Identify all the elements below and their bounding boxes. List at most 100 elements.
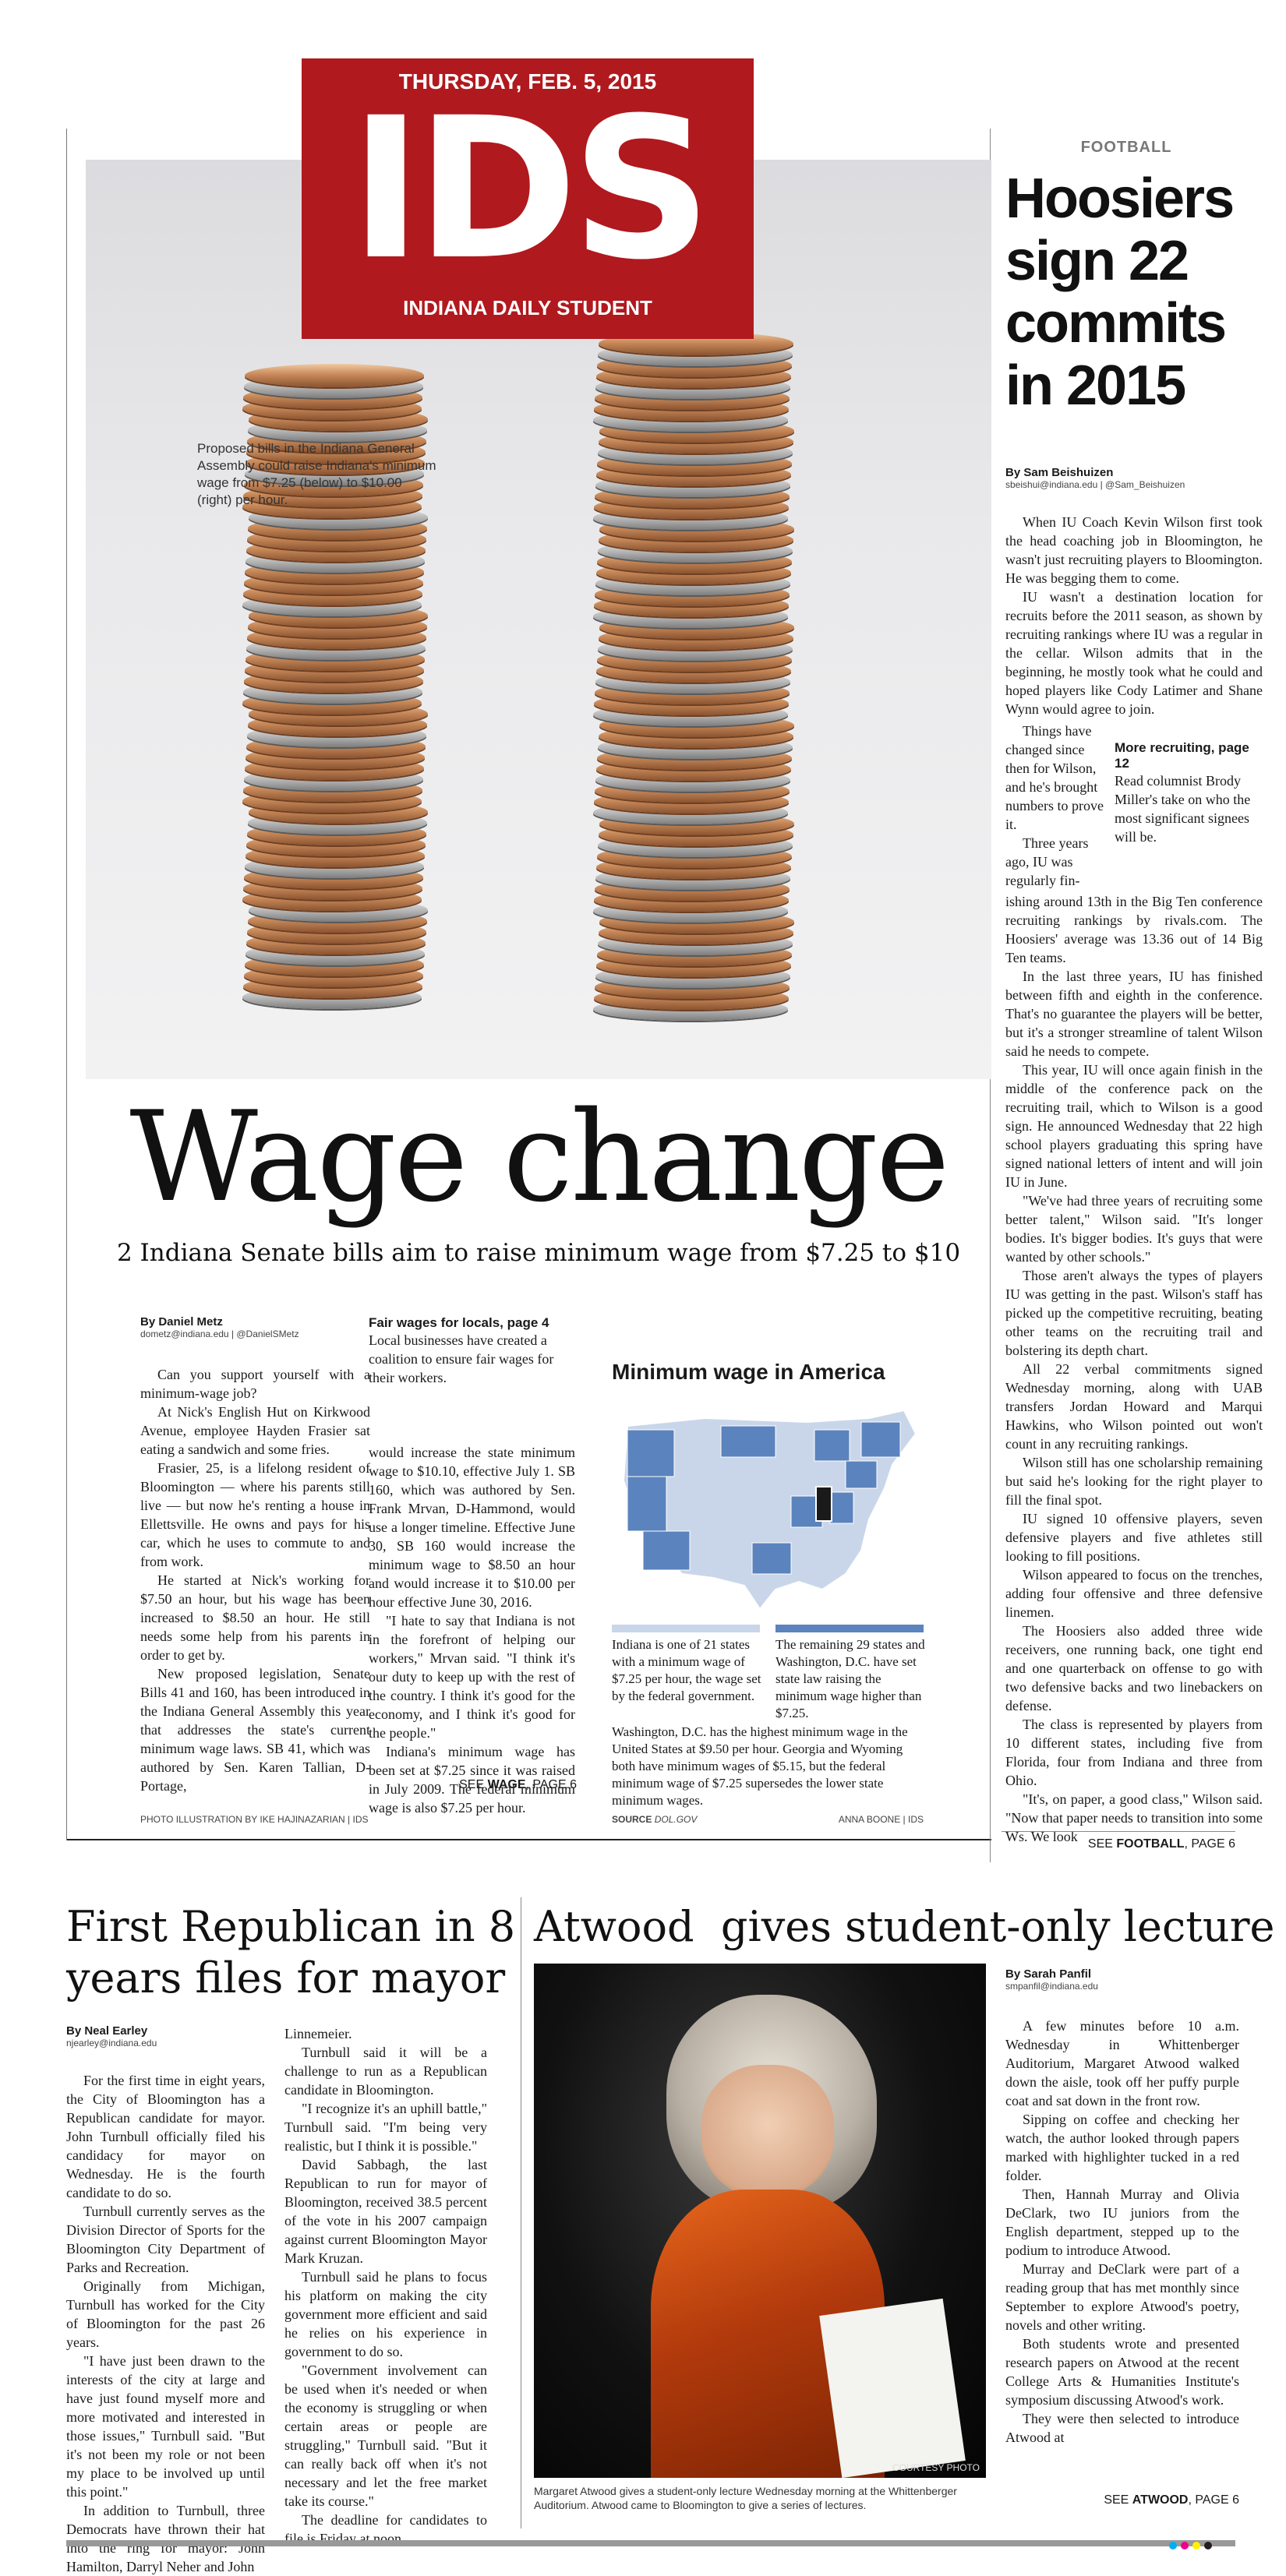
source-value: DOL.GOV <box>655 1814 698 1825</box>
see-wage-jump[interactable]: SEE WAGE, PAGE 6 <box>436 1778 577 1792</box>
sidebar-title-text: Minimum wage in America <box>612 1360 924 1385</box>
mayor-paragraph: Turnbull said he plans to focus his plat… <box>284 2267 487 2361</box>
promo-title: Fair wages for locals, page 4 <box>369 1315 575 1331</box>
state-higher-wage <box>627 1477 666 1531</box>
football-headline: Hoosiers sign 22 commits in 2015 <box>1005 168 1263 417</box>
atwood-photo: COURTESY PHOTO <box>534 1964 986 2478</box>
state-higher-wage <box>643 1531 690 1570</box>
lead-paragraph: At Nick's English Hut on Kirkwood Avenue… <box>140 1403 370 1459</box>
football-paragraph: Wilson appeared to focus on the trenches… <box>1005 1565 1263 1621</box>
see-suffix: , PAGE 6 <box>525 1778 577 1791</box>
state-higher-wage <box>721 1426 775 1457</box>
football-byline-name: By Sam Beishuizen <box>1005 466 1263 479</box>
atwood-paragraph: A few minutes before 10 a.m. Wednesday i… <box>1005 2017 1239 2110</box>
see-prefix: SEE <box>459 1778 484 1791</box>
atwood-byline-contact: smpanfil@indiana.edu <box>1005 1981 1239 1992</box>
football-paragraph: ishing around 13th in the Big Ten confer… <box>1005 892 1263 967</box>
sidebar-credit: ANNA BOONE | IDS <box>779 1814 924 1825</box>
state-higher-wage <box>846 1461 877 1488</box>
lead-byline-name: By Daniel Metz <box>140 1315 370 1329</box>
football-paragraph: This year, IU will once again finish in … <box>1005 1060 1263 1191</box>
lead-paragraph: He started at Nick's working for $7.50 a… <box>140 1571 370 1664</box>
masthead-name: INDIANA DAILY STUDENT <box>302 296 754 320</box>
legend-dark-text: The remaining 29 states and Washington, … <box>775 1636 927 1722</box>
legend-light-text: Indiana is one of 21 states with a minim… <box>612 1636 764 1705</box>
see-suffix: , PAGE 6 <box>1188 2493 1239 2507</box>
state-higher-wage <box>830 1492 853 1523</box>
football-paragraph: Those aren't always the types of players… <box>1005 1266 1263 1360</box>
state-higher-wage <box>814 1430 850 1461</box>
see-keyword: FOOTBALL <box>1116 1837 1184 1851</box>
more-recruiting-promo[interactable]: More recruiting, page 12 Read columnist … <box>1115 740 1263 846</box>
atwood-headline: Atwood gives student-only lecture <box>534 1901 1243 1953</box>
lead-paragraph: Frasier, 25, is a lifelong resident of B… <box>140 1459 370 1571</box>
see-prefix: SEE <box>1104 2493 1129 2507</box>
promo-text: Read columnist Brody Miller's take on wh… <box>1115 771 1263 846</box>
lead-deck: 2 Indiana Senate bills aim to raise mini… <box>86 1239 991 1267</box>
atwood-body: A few minutes before 10 a.m. Wednesday i… <box>1005 2017 1239 2447</box>
promo-text: Local businesses have created a coalitio… <box>369 1331 575 1387</box>
football-paragraph: IU signed 10 offensive players, seven de… <box>1005 1509 1263 1565</box>
lead-column-2: would increase the state minimum wage to… <box>369 1443 575 1817</box>
atwood-paragraph: They were then selected to introduce Atw… <box>1005 2409 1239 2447</box>
masthead-logo: IDS <box>302 96 754 283</box>
football-paragraph: Things have changed since then for Wilso… <box>1005 722 1107 834</box>
atwood-paragraph: Both students wrote and presented resear… <box>1005 2334 1239 2409</box>
fair-wages-promo[interactable]: Fair wages for locals, page 4 Local busi… <box>369 1315 575 1387</box>
masthead: THURSDAY, FEB. 5, 2015 IDS INDIANA DAILY… <box>302 58 754 339</box>
face-shape <box>701 2065 834 2197</box>
mayor-paragraph: "Government involvement can be used when… <box>284 2361 487 2511</box>
atwood-paragraph: Sipping on coffee and checking her watch… <box>1005 2110 1239 2185</box>
football-paragraph: Wilson still has one scholarship remaini… <box>1005 1453 1263 1509</box>
mayor-column-2: Linnemeier. Turnbull said it will be a c… <box>284 2024 487 2548</box>
football-paragraph: The Hoosiers also added three wide recei… <box>1005 1621 1263 1715</box>
football-paragraph: The class is represented by players from… <box>1005 1715 1263 1790</box>
atwood-byline: By Sarah Panfil smpanfil@indiana.edu <box>1005 1967 1239 1992</box>
lead-paragraph: New proposed legislation, Senate Bills 4… <box>140 1664 370 1795</box>
football-bottom-rule <box>1002 1831 1235 1832</box>
lead-headline: Wage change <box>86 1091 991 1223</box>
football-byline-contact: sbeishui@indiana.edu | @Sam_Beishuizen <box>1005 479 1263 490</box>
football-byline: By Sam Beishuizen sbeishui@indiana.edu |… <box>1005 466 1263 490</box>
us-minimum-wage-map <box>612 1395 924 1621</box>
lead-paragraph: Can you support yourself with a minimum-… <box>140 1365 370 1403</box>
atwood-photo-credit: COURTESY PHOTO <box>534 2462 980 2473</box>
mayor-headline: First Republican in 8 years files for ma… <box>66 1901 518 2004</box>
sidebar-note: Washington, D.C. has the highest minimum… <box>612 1724 927 1809</box>
see-prefix: SEE <box>1088 1837 1113 1851</box>
state-higher-wage <box>861 1422 900 1457</box>
page-bottom-bar <box>66 2540 1235 2546</box>
promo-title: More recruiting, page 12 <box>1115 740 1263 771</box>
football-top-paragraphs: When IU Coach Kevin Wilson first took th… <box>1005 513 1263 718</box>
football-paragraph: IU wasn't a destination location for rec… <box>1005 588 1263 718</box>
state-higher-wage <box>752 1543 791 1574</box>
lead-bottom-rule <box>66 1839 991 1840</box>
see-keyword: WAGE <box>488 1778 526 1791</box>
football-paragraph: Three years ago, IU was regularly fin- <box>1005 834 1107 890</box>
mayor-paragraph: David Sabbagh, the last Republican to ru… <box>284 2155 487 2267</box>
football-paragraph: "We've had three years of recruiting som… <box>1005 1191 1263 1266</box>
mayor-paragraph: For the first time in eight years, the C… <box>66 2071 265 2202</box>
state-indiana <box>816 1487 832 1521</box>
atwood-paragraph: Murray and DeClark were part of a readin… <box>1005 2260 1239 2334</box>
see-football-jump[interactable]: SEE FOOTBALL, PAGE 6 <box>1005 1837 1235 1851</box>
legend-swatch-light <box>612 1625 760 1632</box>
lead-byline-contact: dometz@indiana.edu | @DanielSMetz <box>140 1329 370 1339</box>
mayor-byline-contact: njearley@indiana.edu <box>66 2038 269 2048</box>
lead-left-rule <box>66 129 67 1840</box>
football-paragraph: When IU Coach Kevin Wilson first took th… <box>1005 513 1263 588</box>
see-atwood-jump[interactable]: SEE ATWOOD, PAGE 6 <box>1005 2493 1239 2507</box>
photo-caption: Proposed bills in the Indiana General As… <box>197 440 439 509</box>
mayor-column-1: For the first time in eight years, the C… <box>66 2071 265 2576</box>
registration-marks <box>1169 2538 1216 2549</box>
mayor-paragraph: Linnemeier. <box>284 2024 487 2043</box>
mayor-paragraph: "I have just been drawn to the interests… <box>66 2352 265 2501</box>
mayor-paragraph: "I recognize it's an uphill battle," Tur… <box>284 2099 487 2155</box>
lead-photo-credit: PHOTO ILLUSTRATION BY IKE HAJINAZARIAN |… <box>140 1814 491 1825</box>
source-label: SOURCE <box>612 1814 652 1825</box>
state-higher-wage <box>627 1430 674 1477</box>
paper-shape <box>819 2299 966 2478</box>
see-keyword: ATWOOD <box>1132 2493 1189 2507</box>
lead-byline: By Daniel Metz dometz@indiana.edu | @Dan… <box>140 1315 370 1339</box>
mayor-paragraph: Turnbull said it will be a challenge to … <box>284 2043 487 2099</box>
